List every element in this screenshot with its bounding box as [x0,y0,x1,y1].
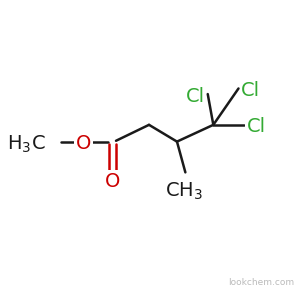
Text: CH$_3$: CH$_3$ [165,181,203,202]
Text: Cl: Cl [186,87,205,106]
Text: O: O [105,172,120,191]
Text: Cl: Cl [241,81,260,100]
Text: lookchem.com: lookchem.com [228,278,294,287]
Text: Cl: Cl [247,117,266,136]
Text: H$_3$C: H$_3$C [7,134,46,155]
Text: O: O [76,134,91,153]
